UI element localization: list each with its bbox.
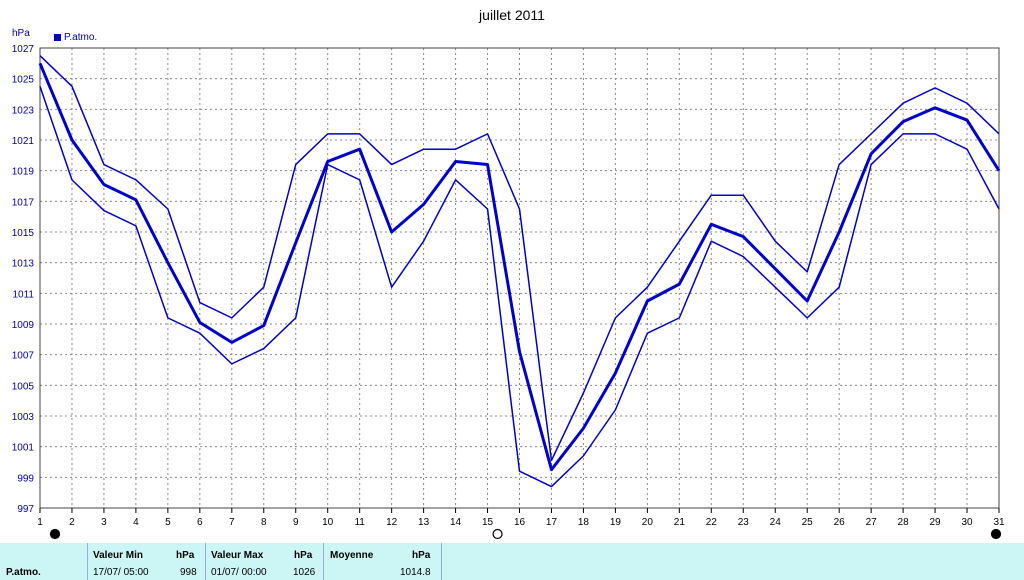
y-tick-label: 1023 bbox=[12, 105, 35, 116]
y-tick-label: 1017 bbox=[12, 197, 35, 208]
x-tick-label: 19 bbox=[610, 517, 622, 528]
x-tick-label: 12 bbox=[386, 517, 398, 528]
x-tick-label: 1 bbox=[37, 517, 43, 528]
x-tick-label: 7 bbox=[229, 517, 235, 528]
legend: P.atmo. bbox=[54, 32, 97, 43]
x-tick-label: 30 bbox=[961, 517, 973, 528]
y-tick-label: 1021 bbox=[12, 136, 35, 147]
summary-table: P.atmo. Valeur Min hPa 17/07/ 05:00 998 … bbox=[0, 543, 1024, 580]
avg-value: 1014.8 bbox=[400, 567, 431, 578]
x-tick-label: 9 bbox=[293, 517, 299, 528]
max-unit: hPa bbox=[294, 550, 313, 561]
y-tick-label: 1005 bbox=[12, 381, 35, 392]
x-tick-label: 31 bbox=[993, 517, 1005, 528]
x-tick-label: 14 bbox=[450, 517, 462, 528]
moon-phase-new-icon bbox=[990, 528, 1002, 540]
x-tick-label: 6 bbox=[197, 517, 203, 528]
y-tick-label: 1007 bbox=[12, 351, 35, 362]
legend-swatch bbox=[54, 34, 61, 41]
y-axis-unit: hPa bbox=[12, 28, 30, 39]
x-tick-label: 25 bbox=[802, 517, 814, 528]
min-datetime: 17/07/ 05:00 bbox=[93, 567, 149, 578]
x-tick-label: 15 bbox=[482, 517, 494, 528]
chart-title: juillet 2011 bbox=[479, 7, 545, 23]
moon-phase-full-icon bbox=[492, 528, 503, 540]
min-header: Valeur Min bbox=[93, 550, 144, 561]
x-tick-label: 21 bbox=[674, 517, 686, 528]
x-tick-label: 16 bbox=[514, 517, 526, 528]
max-header: Valeur Max bbox=[211, 550, 264, 561]
min-value: 998 bbox=[180, 567, 197, 578]
x-tick-label: 10 bbox=[322, 517, 334, 528]
legend-label: P.atmo. bbox=[64, 32, 98, 43]
series-line-max bbox=[39, 55, 1000, 462]
avg-header: Moyenne bbox=[330, 550, 374, 561]
y-tick-label: 997 bbox=[17, 504, 34, 515]
y-tick-label: 1009 bbox=[12, 320, 35, 331]
y-tick-label: 1011 bbox=[12, 289, 34, 300]
max-value: 1026 bbox=[293, 567, 316, 578]
x-tick-label: 11 bbox=[354, 517, 365, 528]
y-tick-label: 1025 bbox=[12, 75, 35, 86]
y-tick-label: 1015 bbox=[12, 228, 35, 239]
min-unit: hPa bbox=[176, 550, 195, 561]
y-tick-label: 999 bbox=[17, 473, 34, 484]
x-tick-label: 23 bbox=[738, 517, 750, 528]
x-tick-label: 17 bbox=[546, 517, 558, 528]
y-tick-label: 1019 bbox=[12, 167, 35, 178]
y-tick-label: 1027 bbox=[12, 44, 35, 55]
pressure-chart: 9979991001100310051007100910111013101510… bbox=[12, 44, 1005, 540]
x-tick-label: 5 bbox=[165, 517, 171, 528]
y-tick-label: 1003 bbox=[12, 412, 35, 423]
x-tick-label: 27 bbox=[866, 517, 878, 528]
x-tick-label: 18 bbox=[578, 517, 590, 528]
summary-empty-cell bbox=[442, 543, 1024, 580]
x-tick-label: 28 bbox=[898, 517, 910, 528]
summary-max-cell: Valeur Max hPa 01/07/ 00:00 1026 bbox=[206, 543, 324, 580]
x-tick-label: 26 bbox=[834, 517, 846, 528]
x-tick-label: 29 bbox=[930, 517, 942, 528]
series-line-min bbox=[39, 86, 1000, 488]
x-tick-label: 8 bbox=[261, 517, 267, 528]
x-tick-label: 22 bbox=[706, 517, 718, 528]
y-tick-label: 1013 bbox=[12, 259, 35, 270]
summary-avg-cell: Moyenne hPa 1014.8 bbox=[324, 543, 442, 580]
series-line-mean bbox=[38, 62, 1001, 472]
x-tick-label: 20 bbox=[642, 517, 654, 528]
x-tick-label: 3 bbox=[101, 517, 107, 528]
y-tick-label: 1001 bbox=[12, 443, 35, 454]
summary-row-label-cell: P.atmo. bbox=[0, 543, 88, 580]
avg-unit: hPa bbox=[412, 550, 431, 561]
x-tick-label: 13 bbox=[418, 517, 430, 528]
max-datetime: 01/07/ 00:00 bbox=[211, 567, 267, 578]
summary-min-cell: Valeur Min hPa 17/07/ 05:00 998 bbox=[88, 543, 206, 580]
x-tick-label: 2 bbox=[69, 517, 75, 528]
moon-phase-new-icon bbox=[49, 528, 61, 540]
summary-row-label: P.atmo. bbox=[6, 567, 41, 578]
x-tick-label: 4 bbox=[133, 517, 139, 528]
x-tick-label: 24 bbox=[770, 517, 782, 528]
